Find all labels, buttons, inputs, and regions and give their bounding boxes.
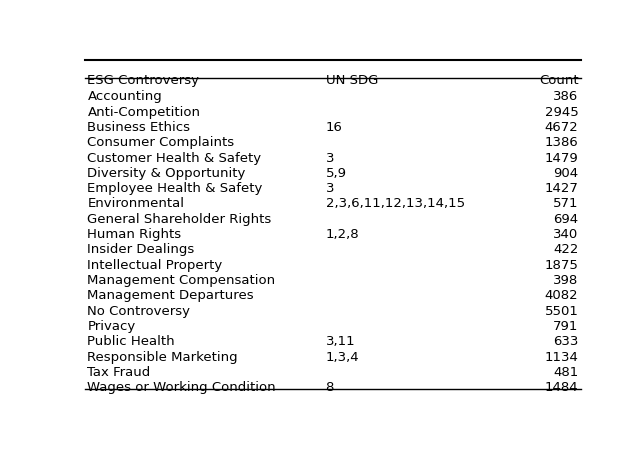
Text: Business Ethics: Business Ethics — [88, 121, 191, 133]
Text: UN SDG: UN SDG — [326, 74, 378, 87]
Text: 5501: 5501 — [545, 304, 579, 317]
Text: 8: 8 — [326, 380, 334, 393]
Text: Management Compensation: Management Compensation — [88, 273, 276, 286]
Text: 3,11: 3,11 — [326, 335, 355, 348]
Text: 340: 340 — [553, 228, 579, 240]
Text: Anti-Competition: Anti-Competition — [88, 106, 200, 118]
Text: 3: 3 — [326, 151, 334, 164]
Text: 1484: 1484 — [545, 380, 579, 393]
Text: 16: 16 — [326, 121, 342, 133]
Text: Responsible Marketing: Responsible Marketing — [88, 350, 238, 363]
Text: 2945: 2945 — [545, 106, 579, 118]
Text: 904: 904 — [554, 166, 579, 179]
Text: 4672: 4672 — [545, 121, 579, 133]
Text: 633: 633 — [553, 335, 579, 348]
Text: 398: 398 — [553, 273, 579, 286]
Text: Customer Health & Safety: Customer Health & Safety — [88, 151, 262, 164]
Text: 1134: 1134 — [545, 350, 579, 363]
Text: 1875: 1875 — [545, 258, 579, 271]
Text: Privacy: Privacy — [88, 319, 136, 332]
Text: Wages or Working Condition: Wages or Working Condition — [88, 380, 276, 393]
Text: Management Departures: Management Departures — [88, 289, 254, 302]
Text: 422: 422 — [553, 243, 579, 256]
Text: ESG Controversy: ESG Controversy — [88, 74, 200, 87]
Text: 694: 694 — [554, 212, 579, 226]
Text: 1,3,4: 1,3,4 — [326, 350, 359, 363]
Text: Human Rights: Human Rights — [88, 228, 182, 240]
Text: 1479: 1479 — [545, 151, 579, 164]
Text: Employee Health & Safety: Employee Health & Safety — [88, 182, 263, 195]
Text: 386: 386 — [553, 90, 579, 103]
Text: Intellectual Property: Intellectual Property — [88, 258, 223, 271]
Text: 1427: 1427 — [545, 182, 579, 195]
Text: No Controversy: No Controversy — [88, 304, 191, 317]
Text: 5,9: 5,9 — [326, 166, 346, 179]
Text: Tax Fraud: Tax Fraud — [88, 365, 150, 378]
Text: Insider Dealings: Insider Dealings — [88, 243, 195, 256]
Text: 481: 481 — [553, 365, 579, 378]
Text: 2,3,6,11,12,13,14,15: 2,3,6,11,12,13,14,15 — [326, 197, 465, 210]
Text: 4082: 4082 — [545, 289, 579, 302]
Text: Count: Count — [539, 74, 579, 87]
Text: 1,2,8: 1,2,8 — [326, 228, 359, 240]
Text: 791: 791 — [553, 319, 579, 332]
Text: General Shareholder Rights: General Shareholder Rights — [88, 212, 272, 226]
Text: Consumer Complaints: Consumer Complaints — [88, 136, 235, 149]
Text: 571: 571 — [553, 197, 579, 210]
Text: 3: 3 — [326, 182, 334, 195]
Text: Accounting: Accounting — [88, 90, 162, 103]
Text: Environmental: Environmental — [88, 197, 184, 210]
Text: Public Health: Public Health — [88, 335, 175, 348]
Text: Diversity & Opportunity: Diversity & Opportunity — [88, 166, 246, 179]
Text: 1386: 1386 — [545, 136, 579, 149]
